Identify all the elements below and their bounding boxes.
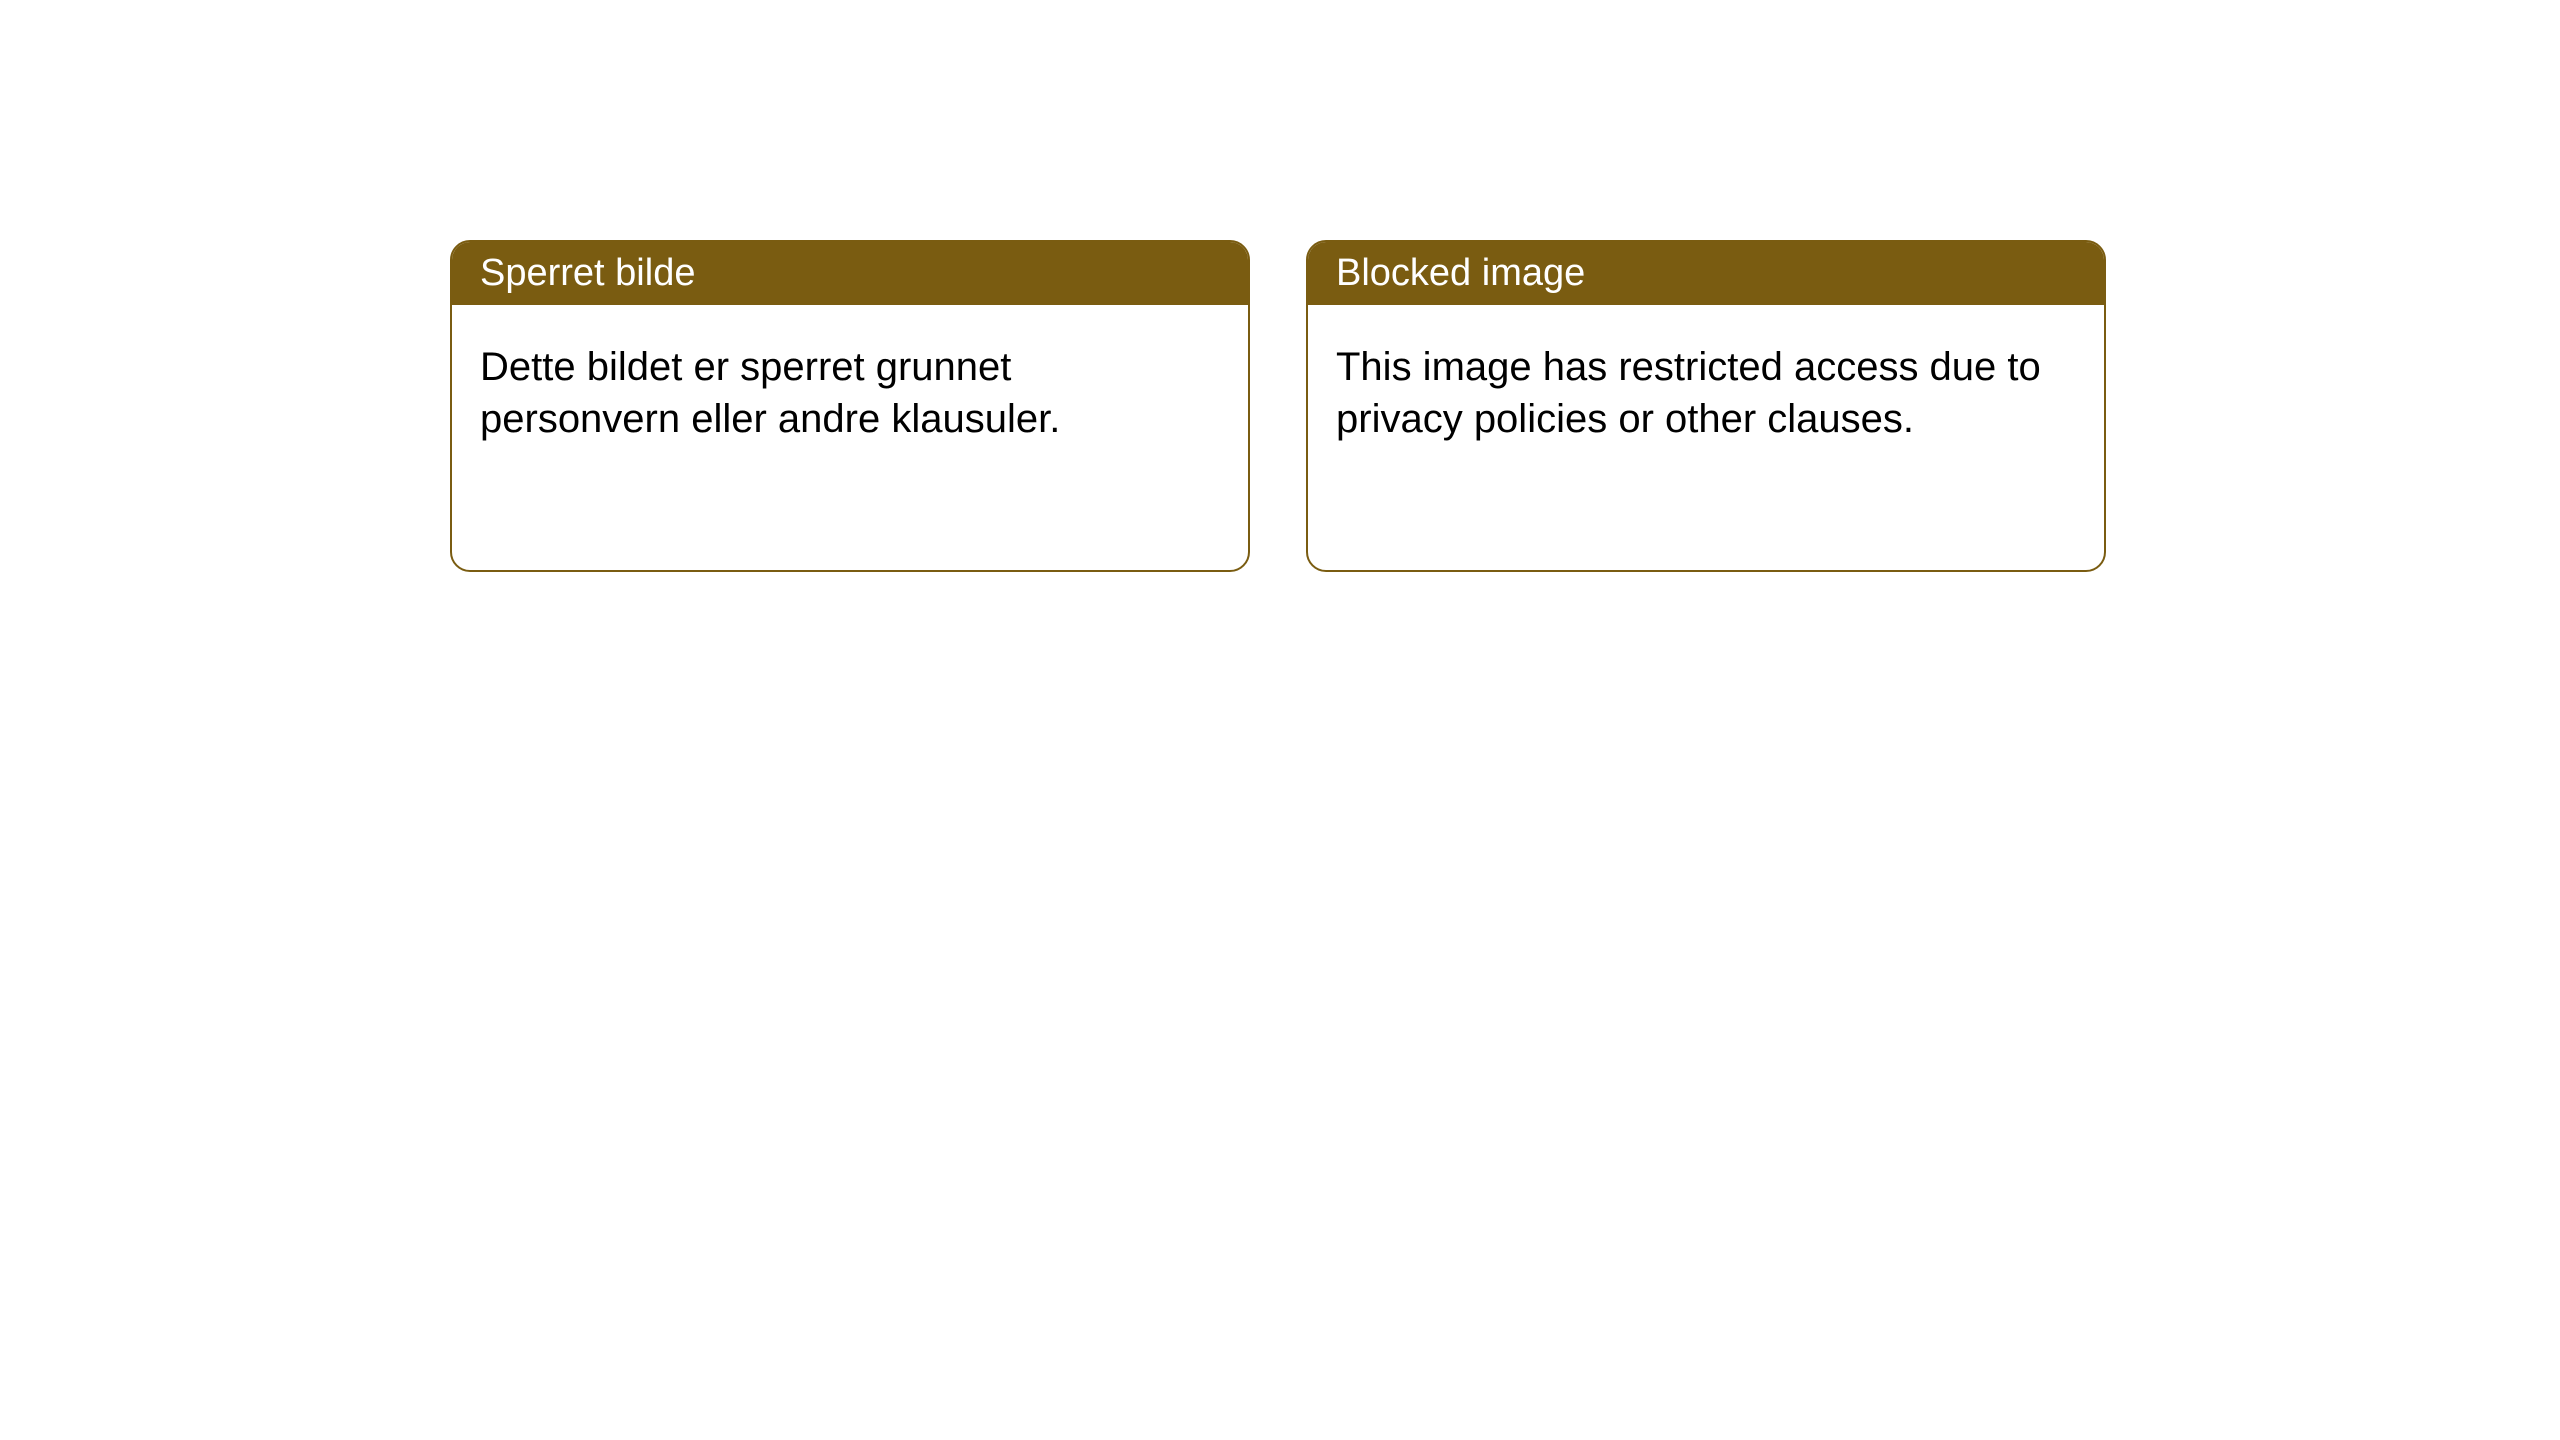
- notice-card-norwegian: Sperret bilde Dette bildet er sperret gr…: [450, 240, 1250, 572]
- notice-card-english: Blocked image This image has restricted …: [1306, 240, 2106, 572]
- notice-container: Sperret bilde Dette bildet er sperret gr…: [0, 0, 2560, 572]
- notice-body: This image has restricted access due to …: [1308, 305, 2104, 481]
- notice-body: Dette bildet er sperret grunnet personve…: [452, 305, 1248, 481]
- notice-header: Blocked image: [1308, 242, 2104, 305]
- notice-header: Sperret bilde: [452, 242, 1248, 305]
